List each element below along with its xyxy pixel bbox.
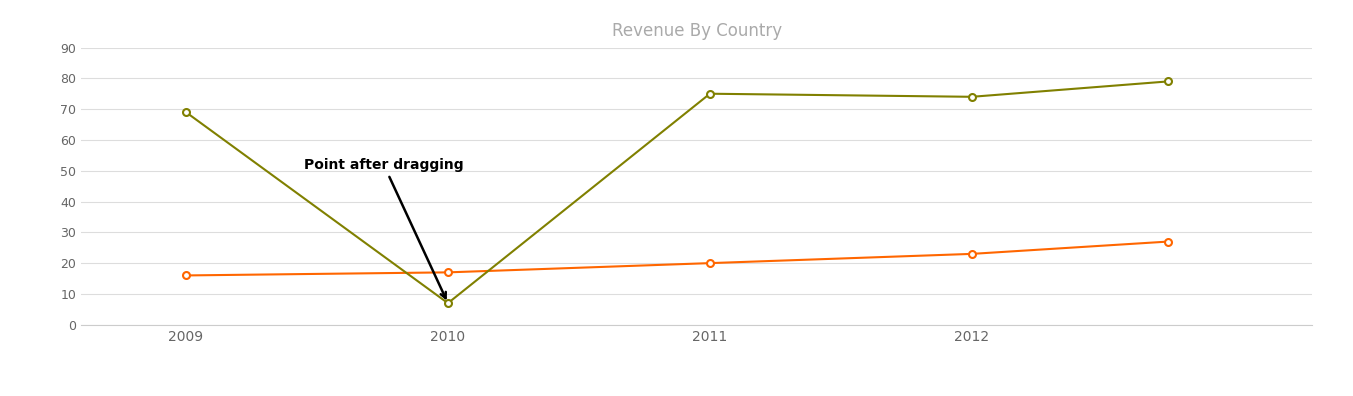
Title: Revenue By Country: Revenue By Country xyxy=(612,23,782,40)
Text: Point after dragging: Point after dragging xyxy=(304,158,464,298)
